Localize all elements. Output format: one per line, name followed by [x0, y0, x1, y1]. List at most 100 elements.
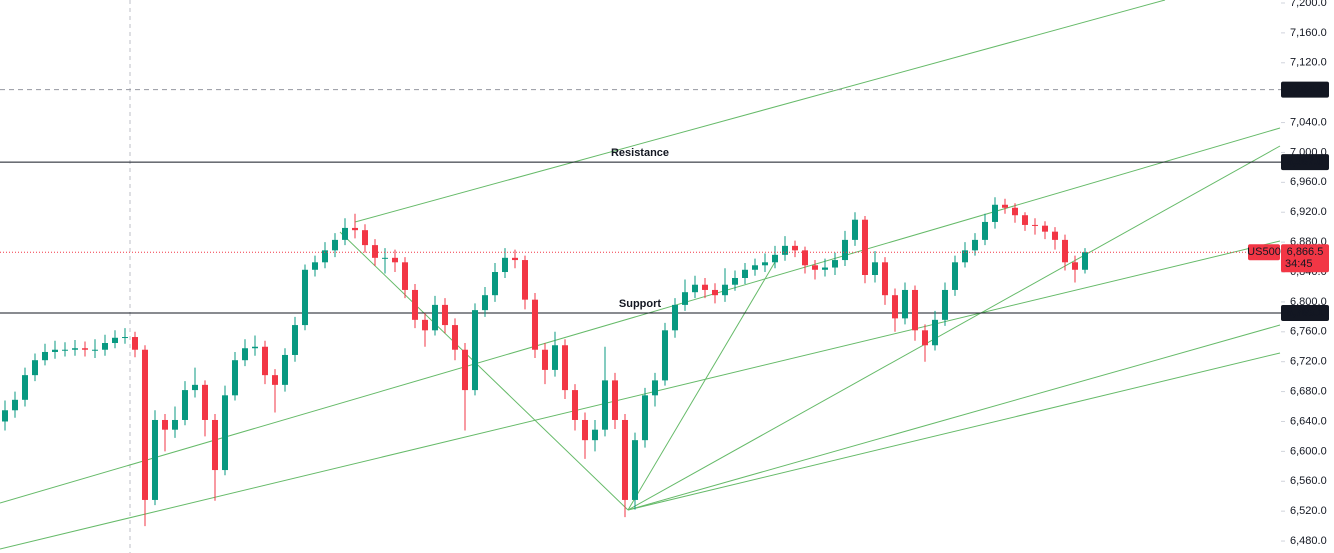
trend-line [0, 240, 1281, 550]
candle-body [132, 337, 138, 350]
candle-body [432, 304, 438, 331]
candle-body [82, 348, 88, 350]
candle-body [642, 395, 648, 441]
last-price-box [1281, 244, 1329, 273]
candle-body [1062, 239, 1068, 263]
candle-body [922, 330, 928, 346]
candle-body [832, 260, 838, 268]
candle-body [42, 351, 48, 361]
candle-body [62, 349, 68, 351]
candle-body [752, 265, 758, 270]
candle-body [902, 289, 908, 319]
candle-body [142, 349, 148, 500]
candle-body [762, 262, 768, 266]
candle-body [322, 250, 328, 263]
trend-line [627, 352, 1281, 511]
symbol-box [1248, 244, 1280, 261]
candle-body [1052, 231, 1058, 240]
candle-body [32, 360, 38, 376]
price-label-box [1281, 305, 1329, 322]
candle-body [12, 399, 18, 411]
candle-body [522, 260, 528, 300]
candle-body [462, 349, 468, 391]
candle-body [372, 245, 378, 258]
candle-body [222, 395, 228, 471]
candle-body [212, 419, 218, 471]
candle-body [1082, 252, 1088, 270]
y-tick-label: 6,560.0 [1290, 475, 1327, 487]
candle-body [592, 429, 598, 441]
candle-body [672, 304, 678, 331]
y-tick-label: 6,760.0 [1290, 326, 1327, 338]
candle-body [172, 419, 178, 430]
candle-body [242, 348, 248, 361]
candle-body [932, 319, 938, 346]
candle-body [952, 262, 958, 290]
candle-body [552, 345, 558, 370]
candle-body [302, 269, 308, 326]
candle-body [52, 349, 58, 352]
candle-body [402, 262, 408, 290]
trend-line [339, 231, 629, 511]
candle-body [962, 250, 968, 263]
y-tick-label: 7,200.0 [1290, 0, 1327, 9]
candle-body [452, 325, 458, 350]
y-tick-label: 6,600.0 [1290, 445, 1327, 457]
candle-body [892, 295, 898, 319]
candle-body [742, 269, 748, 278]
candle-body [442, 304, 448, 326]
y-tick-label: 6,720.0 [1290, 356, 1327, 368]
candle-body [732, 277, 738, 285]
candle-body [492, 272, 498, 296]
trend-line [627, 324, 1281, 511]
candle-body [852, 219, 858, 240]
candle-body [692, 284, 698, 293]
candle-body [1002, 204, 1008, 208]
candle-body [422, 319, 428, 331]
candle-body [122, 337, 128, 339]
candle-body [722, 284, 728, 296]
candle-body [282, 354, 288, 385]
annotation: Resistance [611, 147, 669, 159]
candle-body [1032, 224, 1038, 226]
candle-body [862, 219, 868, 276]
candle-body [992, 204, 998, 222]
candle-body [982, 221, 988, 240]
candle-body [812, 265, 818, 270]
candle-body [912, 289, 918, 331]
candle-body [782, 245, 788, 255]
candle-body [72, 348, 78, 350]
price-label: 7,084.0 [1287, 84, 1324, 96]
candle-body [512, 257, 518, 261]
candle-body [252, 346, 258, 349]
price-label: 6,987.0 [1287, 156, 1324, 168]
candle-body [772, 254, 778, 263]
trend-line [354, 0, 1166, 223]
candle-body [882, 262, 888, 296]
candle-body [392, 257, 398, 263]
price-label-box [1281, 81, 1329, 98]
candle-body [182, 390, 188, 420]
candle-body [602, 380, 608, 430]
candle-body [232, 360, 238, 396]
candle-body [102, 343, 108, 350]
candle-body [262, 346, 268, 376]
y-tick-label: 7,120.0 [1290, 57, 1327, 69]
candle-body [632, 440, 638, 500]
candle-body [112, 337, 118, 344]
candle-body [482, 295, 488, 311]
y-tick-label: 6,680.0 [1290, 385, 1327, 397]
candle-body [792, 245, 798, 251]
candle-body [1042, 225, 1048, 232]
candle-body [332, 239, 338, 251]
candle-body [502, 257, 508, 273]
price-label-box [1281, 154, 1329, 171]
candle-body [342, 227, 348, 240]
trend-line [627, 145, 1281, 511]
y-tick-label: 6,480.0 [1290, 535, 1327, 547]
candle-body [162, 419, 168, 430]
candle-body [802, 250, 808, 266]
candle-body [92, 349, 98, 351]
